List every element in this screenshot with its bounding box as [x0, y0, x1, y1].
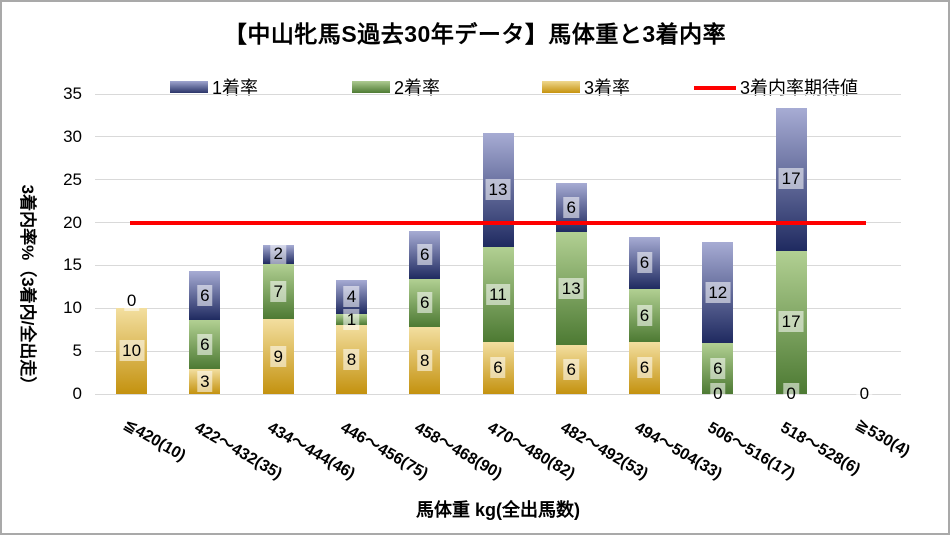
legend-item-expected-rate-line: 3着内率期待値	[694, 74, 858, 100]
data-label: 6	[197, 284, 213, 306]
y-axis-tick-label: 5	[72, 341, 82, 361]
x-axis-title: 馬体重 kg(全出馬数)	[416, 500, 580, 520]
data-label: 0	[123, 290, 140, 312]
legend-item-second-rate: 2着率	[352, 74, 440, 100]
y-axis-tick-label: 35	[63, 84, 82, 103]
legend-label: 2着率	[394, 78, 441, 98]
y-axis-tick-label: 30	[63, 126, 82, 146]
y-axis-tick-label: 20	[63, 212, 82, 232]
data-label: 6	[563, 196, 579, 218]
chart-title: 【中山牝馬S過去30年データ】馬体重と3着内率	[223, 21, 727, 47]
data-label: 6	[563, 358, 579, 380]
data-label: 13	[485, 179, 511, 200]
legend-item-win-rate: 1着率	[170, 74, 258, 100]
data-label: 6	[490, 356, 506, 378]
data-label: 6	[636, 252, 653, 274]
expected-rate-line-icon	[694, 85, 736, 90]
legend-label: 1着率	[212, 78, 259, 98]
win-rate-swatch-icon	[170, 81, 208, 93]
data-label: 12	[705, 281, 731, 303]
legend-label: 3着率	[584, 78, 631, 98]
data-label: 9	[270, 345, 286, 367]
data-label: 8	[416, 349, 433, 371]
y-axis-tick-label: 10	[63, 298, 82, 318]
data-label: 13	[558, 277, 584, 299]
data-label: 8	[343, 348, 360, 370]
data-label: 0	[710, 383, 726, 404]
data-label: 17	[778, 311, 804, 333]
data-label: 6	[416, 292, 433, 314]
data-label: 6	[416, 244, 433, 266]
data-label: 10	[119, 340, 145, 362]
data-label: 0	[783, 383, 799, 404]
data-label: 11	[486, 283, 510, 305]
data-label: 2	[270, 243, 286, 265]
data-label: 6	[197, 333, 213, 355]
second-rate-swatch-icon	[352, 81, 390, 93]
gridline	[95, 93, 901, 95]
legend-item-third-rate: 3着率	[542, 74, 630, 100]
data-label: 6	[636, 304, 653, 326]
data-label: 7	[270, 280, 286, 302]
third-rate-swatch-icon	[542, 81, 580, 93]
expected-rate-target-line	[129, 220, 867, 225]
plot-area: 10 0 3 6 6 9 7 2 8 1 4 8 6 6 6 11 13 6 13 6 6 6 6 0 6 12 0 17 17 0	[95, 93, 901, 404]
y-axis-tick-label: 15	[63, 255, 82, 275]
legend: 1着率 2着率 3着率 3着内率期待値	[2, 74, 948, 98]
data-label: 6	[710, 357, 726, 379]
data-label: 0	[856, 383, 873, 404]
x-axis-label: ≧530(4)	[852, 415, 914, 461]
data-label: 4	[343, 286, 360, 308]
data-label: 17	[778, 168, 804, 190]
legend-label: 3着内率期待値	[740, 78, 859, 98]
gridline	[95, 393, 901, 395]
data-label: 3	[197, 370, 213, 392]
y-axis-tick-label: 25	[63, 169, 82, 189]
x-axis-label: ≦420(10)	[120, 415, 189, 465]
y-axis-title: 3着内率%（3着内/全出走）	[18, 184, 37, 394]
data-label: 1	[343, 308, 360, 330]
data-label: 6	[636, 356, 653, 378]
y-axis-tick-label: 0	[72, 384, 82, 403]
